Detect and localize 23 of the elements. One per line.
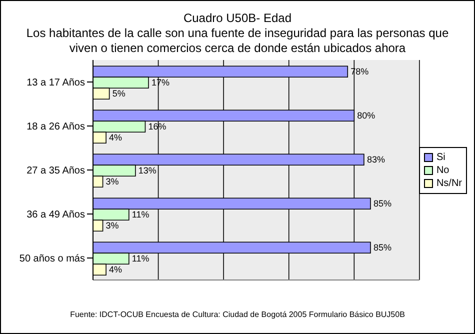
- data-label: 11%: [132, 254, 150, 264]
- y-tick-label: 18 a 26 Años: [26, 122, 85, 133]
- data-label: 85%: [373, 198, 392, 209]
- data-label: 3%: [106, 176, 119, 187]
- legend-label: Si: [436, 150, 446, 164]
- data-label: 80%: [357, 110, 376, 121]
- chart-title: Cuadro U50B- Edad: [182, 11, 293, 26]
- data-label: 4%: [109, 264, 122, 275]
- y-tick-label: 27 a 35 Años: [26, 166, 85, 177]
- data-label: 83%: [366, 154, 385, 165]
- y-tick-label: 36 a 49 Años: [26, 210, 85, 221]
- y-tick-label: 50 años o más: [19, 254, 85, 265]
- data-label: 3%: [106, 220, 119, 231]
- data-label: 5%: [112, 88, 126, 99]
- source-note: Fuente: IDCT-OCUB Encuesta de Cultura: Ciudad de Bogotá 2005 Formulario Básico BUJ50B: [69, 310, 406, 319]
- y-tick-label: 13 a 17 Años: [26, 78, 85, 89]
- legend-label: Ns/Nr: [436, 176, 462, 190]
- data-label: 13%: [138, 166, 156, 176]
- chart-subtitle: Los habitantes de la calle son una fuente de inseguridad para las personas que viven o tienen comercios cerca de donde están ubicados ahora: [25, 26, 450, 56]
- legend-label: No: [436, 164, 450, 176]
- data-label: 11%: [132, 210, 150, 220]
- data-label: 85%: [373, 242, 392, 253]
- data-label: 4%: [109, 132, 122, 143]
